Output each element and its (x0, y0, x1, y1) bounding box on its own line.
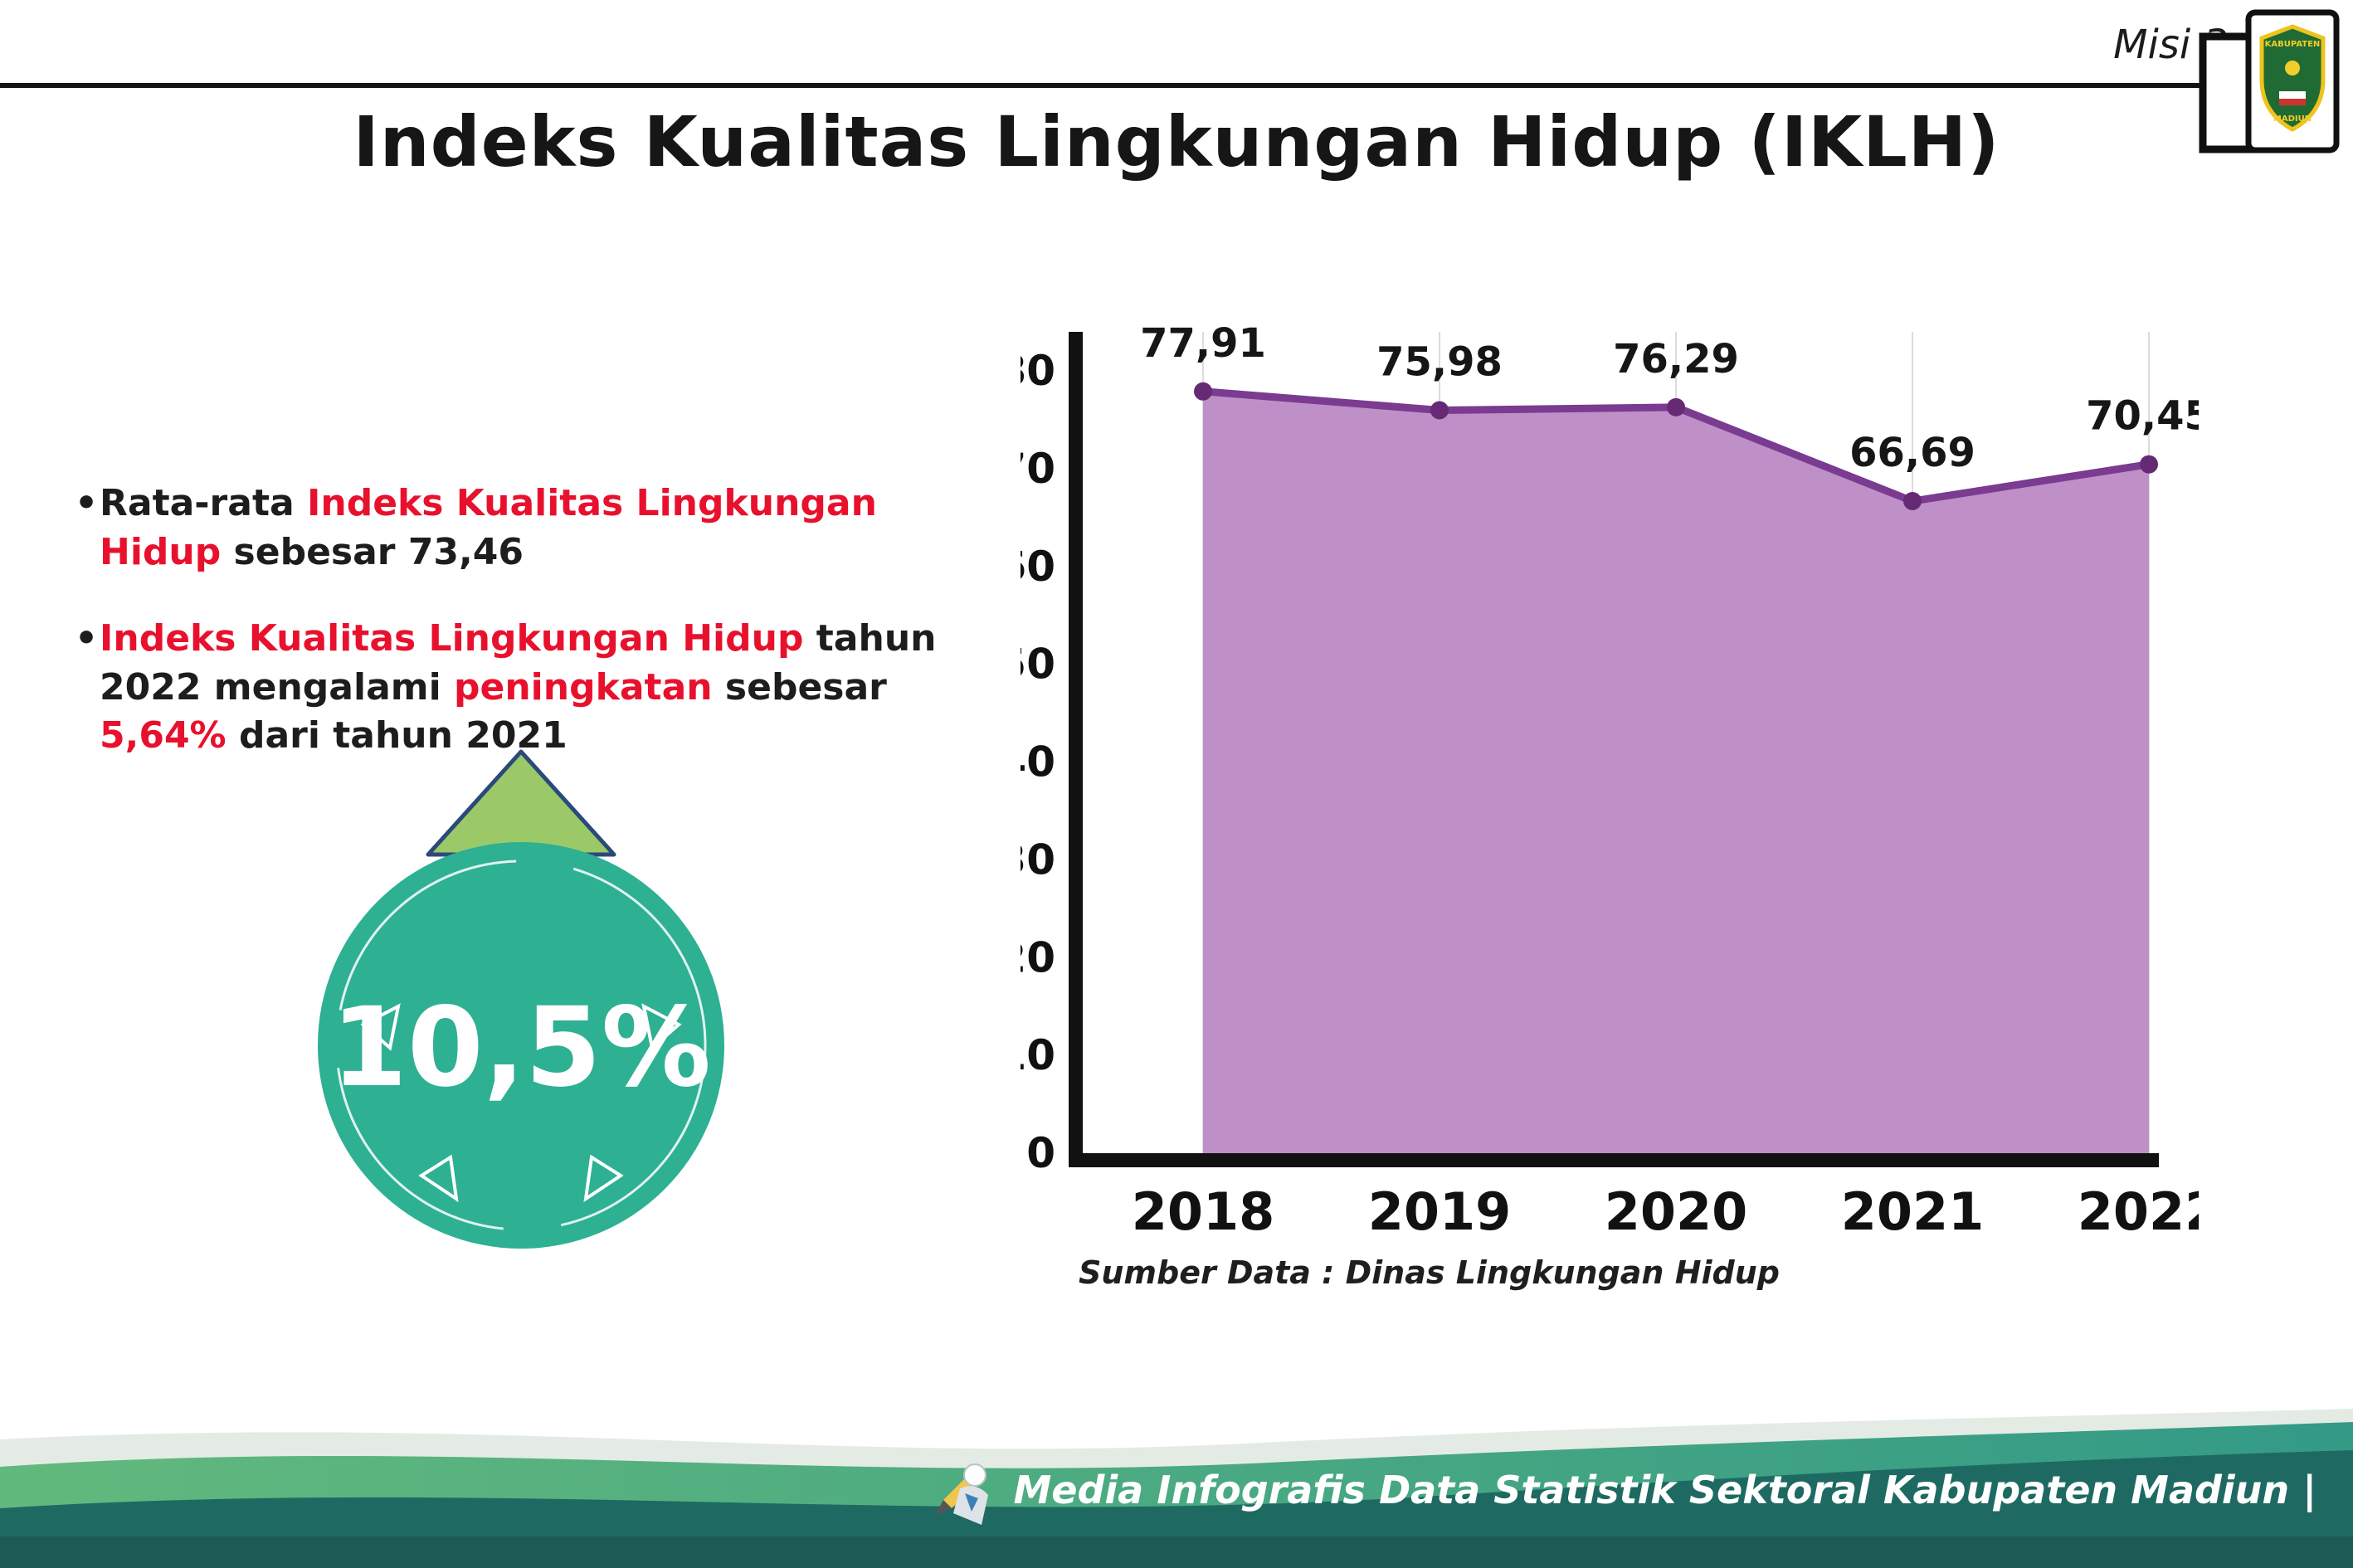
logo-shield (2259, 24, 2326, 132)
logo-text-kabupaten: KABUPATEN (2265, 40, 2321, 49)
data-point (1430, 401, 1449, 420)
point-label: 76,29 (1613, 336, 1739, 382)
y-tick-label: 80 (1021, 347, 1055, 395)
text-segment: Rata-rata (100, 482, 307, 524)
bullet-item-increase: Indeks Kualitas Lingkungan Hidup tahun 2… (75, 615, 979, 761)
point-label: 77,91 (1140, 320, 1266, 367)
y-tick-label: 10 (1021, 1031, 1055, 1079)
text-segment: dari tahun 2021 (226, 714, 568, 757)
data-point (1903, 492, 1922, 511)
text-segment: peningkatan (454, 665, 713, 709)
logo-text-madiun: MADIUN (2273, 114, 2312, 124)
footer-credit-text: Media Infografis Data Statistik Sektoral… (1013, 1468, 2316, 1512)
writer-mascot-icon (928, 1452, 998, 1528)
point-label: 66,69 (1849, 430, 1975, 476)
badge-circle (318, 842, 724, 1249)
bullet-list: Rata-rata Indeks Kualitas Lingkungan Hid… (75, 480, 979, 799)
deco-triangle-icon (583, 1154, 624, 1203)
increase-percentage: 10,5% (331, 984, 711, 1112)
text-segment: 5,64% (100, 714, 227, 757)
footer-credit: Media Infografis Data Statistik Sektoral… (928, 1452, 2316, 1528)
y-tick-label: 50 (1021, 640, 1055, 689)
x-axis (1069, 1153, 2159, 1167)
y-axis (1069, 332, 1083, 1167)
y-tick-label: 70 (1021, 445, 1055, 493)
point-label: 75,98 (1376, 339, 1503, 386)
badge-canvas: 10,5% (318, 749, 724, 1249)
text-segment: Indeks Kualitas Lingkungan Hidup (100, 617, 804, 660)
page-title: Indeks Kualitas Lingkungan Hidup (IKLH) (353, 101, 2000, 183)
deco-triangle-icon (360, 1003, 401, 1051)
text-segment: sebesar 73,46 (221, 530, 524, 573)
text-segment: Indeks Kualitas Lingkungan Hidup (100, 482, 877, 573)
x-tick-label: 2022 (2078, 1181, 2199, 1242)
y-tick-label: 0 (1026, 1129, 1055, 1177)
logo-canvas: KABUPATEN MADIUN (2199, 9, 2340, 153)
badge-ring (335, 859, 707, 1231)
mascot-head (963, 1463, 987, 1487)
x-tick-label: 2021 (1841, 1181, 1985, 1242)
point-label: 70,45 (2086, 393, 2199, 440)
data-point (2140, 455, 2158, 474)
logo-stripe-red (2279, 99, 2306, 105)
data-source-caption: Sumber Data : Dinas Lingkungan Hidup (1079, 1254, 1780, 1291)
logo-star-icon (2285, 61, 2300, 75)
bottom-strip (0, 1536, 2353, 1568)
data-point (1194, 382, 1212, 401)
y-tick-label: 30 (1021, 835, 1055, 884)
y-tick-label: 60 (1021, 543, 1055, 591)
data-point (1667, 397, 1685, 416)
text-segment: sebesar (712, 665, 887, 709)
deco-triangle-icon (418, 1154, 459, 1203)
deco-triangle-icon (641, 1003, 682, 1051)
footer-waves (0, 1402, 2353, 1568)
waves-canvas (0, 1409, 2353, 1568)
increase-badge: 10,5% (305, 747, 737, 1261)
iklh-area-chart: 77,91 75,98 76,29 66,69 70,45 0 10 20 30 40 50 60 70… (1021, 299, 2199, 1261)
x-tick-label: 2019 (1368, 1181, 1512, 1242)
y-tick-label: 20 (1021, 933, 1055, 981)
bullet-item-average: Rata-rata Indeks Kualitas Lingkungan Hid… (75, 480, 979, 577)
x-tick-label: 2018 (1132, 1181, 1275, 1242)
x-tick-label: 2020 (1605, 1181, 1748, 1242)
kabupaten-madiun-logo: KABUPATEN MADIUN (2199, 8, 2341, 156)
mascot-canvas (935, 1463, 989, 1525)
pencil-tip (935, 1500, 952, 1515)
text-segment: tahun 2022 mengalami (100, 617, 937, 709)
header-divider (0, 83, 2240, 88)
mascot-accent (965, 1493, 979, 1512)
y-tick-label: 40 (1021, 738, 1055, 786)
chart-canvas: 77,91 75,98 76,29 66,69 70,45 0 10 20 30 40 50 60 70… (1021, 320, 2199, 1242)
logo-stripe-white (2279, 91, 2306, 99)
area-fill (1203, 391, 2149, 1153)
